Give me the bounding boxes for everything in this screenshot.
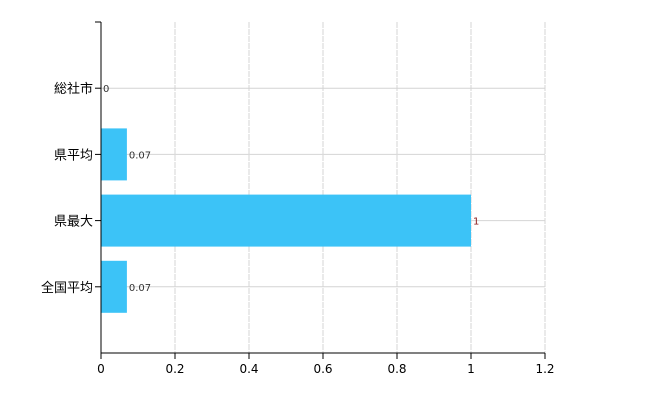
- bar: [101, 128, 127, 181]
- x-tick-label: 1.2: [535, 362, 554, 376]
- x-tick-label: 0: [97, 362, 105, 376]
- data-label: 0.07: [129, 283, 151, 294]
- y-tick-label: 県最大: [54, 215, 93, 230]
- x-tick-label: 0.6: [313, 362, 332, 376]
- y-tick-label: 総社市: [54, 81, 93, 97]
- data-label: 0.07: [129, 150, 151, 161]
- y-tick-label: 全国平均: [41, 280, 93, 296]
- x-tick-label: 0.2: [165, 362, 184, 376]
- y-tick-label: 県平均: [54, 148, 93, 163]
- x-tick-label: 1: [467, 362, 475, 376]
- data-label: 0: [103, 84, 109, 95]
- bar: [101, 260, 127, 313]
- x-tick-label: 0.4: [239, 362, 258, 376]
- data-label: 1: [473, 217, 479, 228]
- x-tick-label: 0.8: [387, 362, 406, 376]
- bar: [101, 194, 471, 247]
